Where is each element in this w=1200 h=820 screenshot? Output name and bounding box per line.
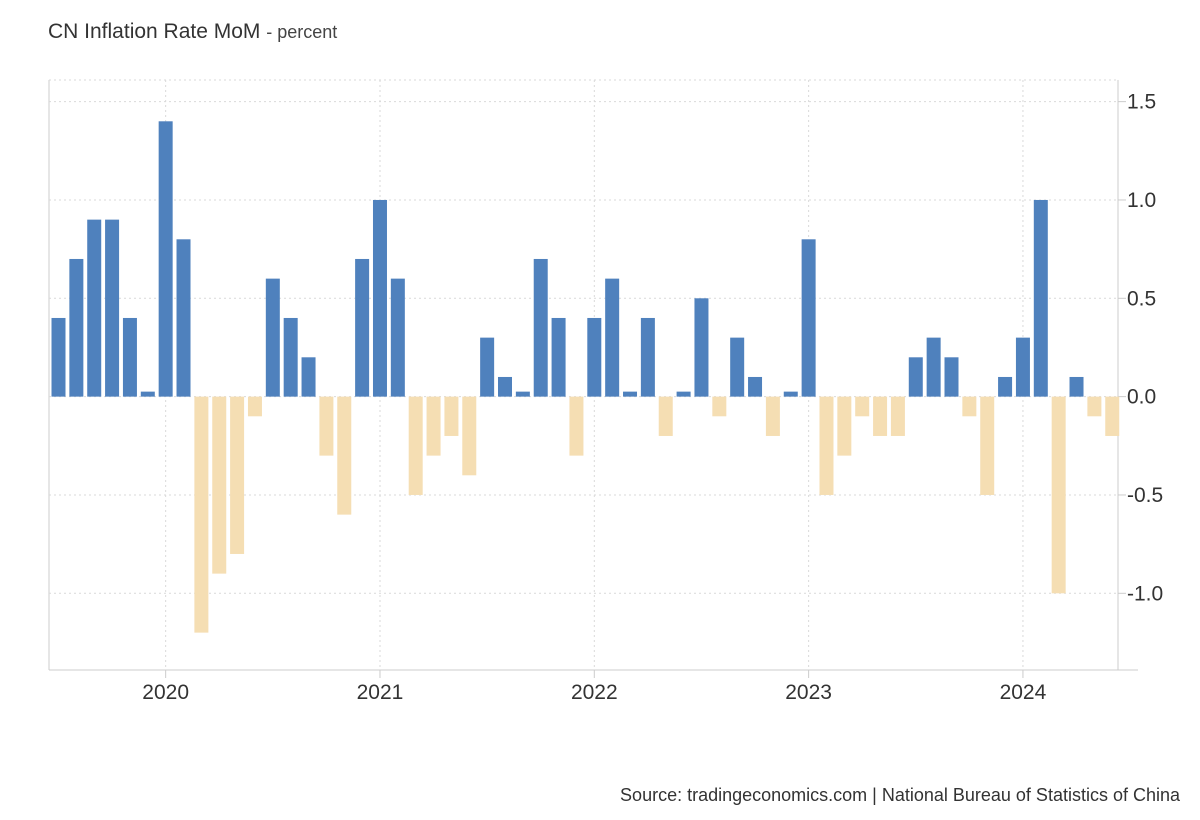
bar <box>122 317 137 397</box>
bar <box>587 317 602 397</box>
bar <box>962 396 977 417</box>
bar <box>444 396 459 436</box>
bar <box>855 396 870 417</box>
chart-title: CN Inflation Rate MoM - percent <box>48 20 337 44</box>
bar <box>944 357 959 397</box>
bar <box>873 396 888 436</box>
bar <box>712 396 727 417</box>
bar <box>676 391 691 397</box>
y-tick-label: 1.5 <box>1127 91 1156 114</box>
bar <box>1087 396 1102 417</box>
bar <box>230 396 245 554</box>
bar <box>1033 199 1048 397</box>
bar <box>408 396 423 495</box>
bar <box>1069 376 1084 397</box>
bar <box>551 317 566 397</box>
x-tick-label: 2021 <box>357 681 404 704</box>
y-tick-label: 0.5 <box>1127 287 1156 310</box>
bar <box>765 396 780 436</box>
x-tick-label: 2022 <box>571 681 618 704</box>
bar <box>533 258 548 397</box>
bar <box>801 239 816 397</box>
bar <box>480 337 495 397</box>
bar <box>890 396 905 436</box>
y-tick-label: 1.0 <box>1127 189 1156 212</box>
bar <box>372 199 387 397</box>
bar <box>301 357 316 397</box>
bar <box>462 396 477 476</box>
bar <box>819 396 834 495</box>
bar <box>87 219 102 397</box>
bar <box>355 258 370 397</box>
bar <box>783 391 798 397</box>
y-tick-label: -0.5 <box>1127 484 1163 507</box>
y-tick-label: -1.0 <box>1127 582 1163 605</box>
bar <box>640 317 655 397</box>
bar <box>908 357 923 397</box>
chart-subtitle: - percent <box>266 22 338 42</box>
bar <box>105 219 120 397</box>
bar <box>247 396 262 417</box>
bar <box>926 337 941 397</box>
bar <box>319 396 334 456</box>
bar <box>51 317 66 397</box>
bar <box>1051 396 1066 594</box>
bar <box>694 298 709 397</box>
x-tick-label: 2020 <box>142 681 189 704</box>
bar <box>730 337 745 397</box>
bar <box>623 391 638 397</box>
x-tick-label: 2023 <box>785 681 832 704</box>
bar <box>426 396 441 456</box>
bar <box>194 396 209 633</box>
bar <box>748 376 763 397</box>
source-note: Source: tradingeconomics.com | National … <box>620 785 1180 805</box>
bar <box>69 258 84 397</box>
x-tick-label: 2024 <box>1000 681 1047 704</box>
bar <box>980 396 995 495</box>
bar <box>498 376 512 397</box>
bar <box>283 317 298 397</box>
y-tick-label: 0.0 <box>1127 386 1156 409</box>
bar <box>390 278 405 397</box>
chart-title-text: CN Inflation Rate MoM <box>48 20 261 43</box>
bar <box>658 396 673 436</box>
bar <box>515 391 530 397</box>
bar <box>337 396 352 515</box>
bar <box>212 396 227 574</box>
bar <box>998 376 1013 397</box>
bar <box>140 391 155 397</box>
bar <box>1105 396 1120 436</box>
bar <box>837 396 852 456</box>
bar <box>265 278 280 397</box>
bar <box>158 121 173 397</box>
bar <box>605 278 620 397</box>
bar <box>176 239 191 397</box>
bar <box>1015 337 1030 397</box>
bar <box>569 396 584 456</box>
